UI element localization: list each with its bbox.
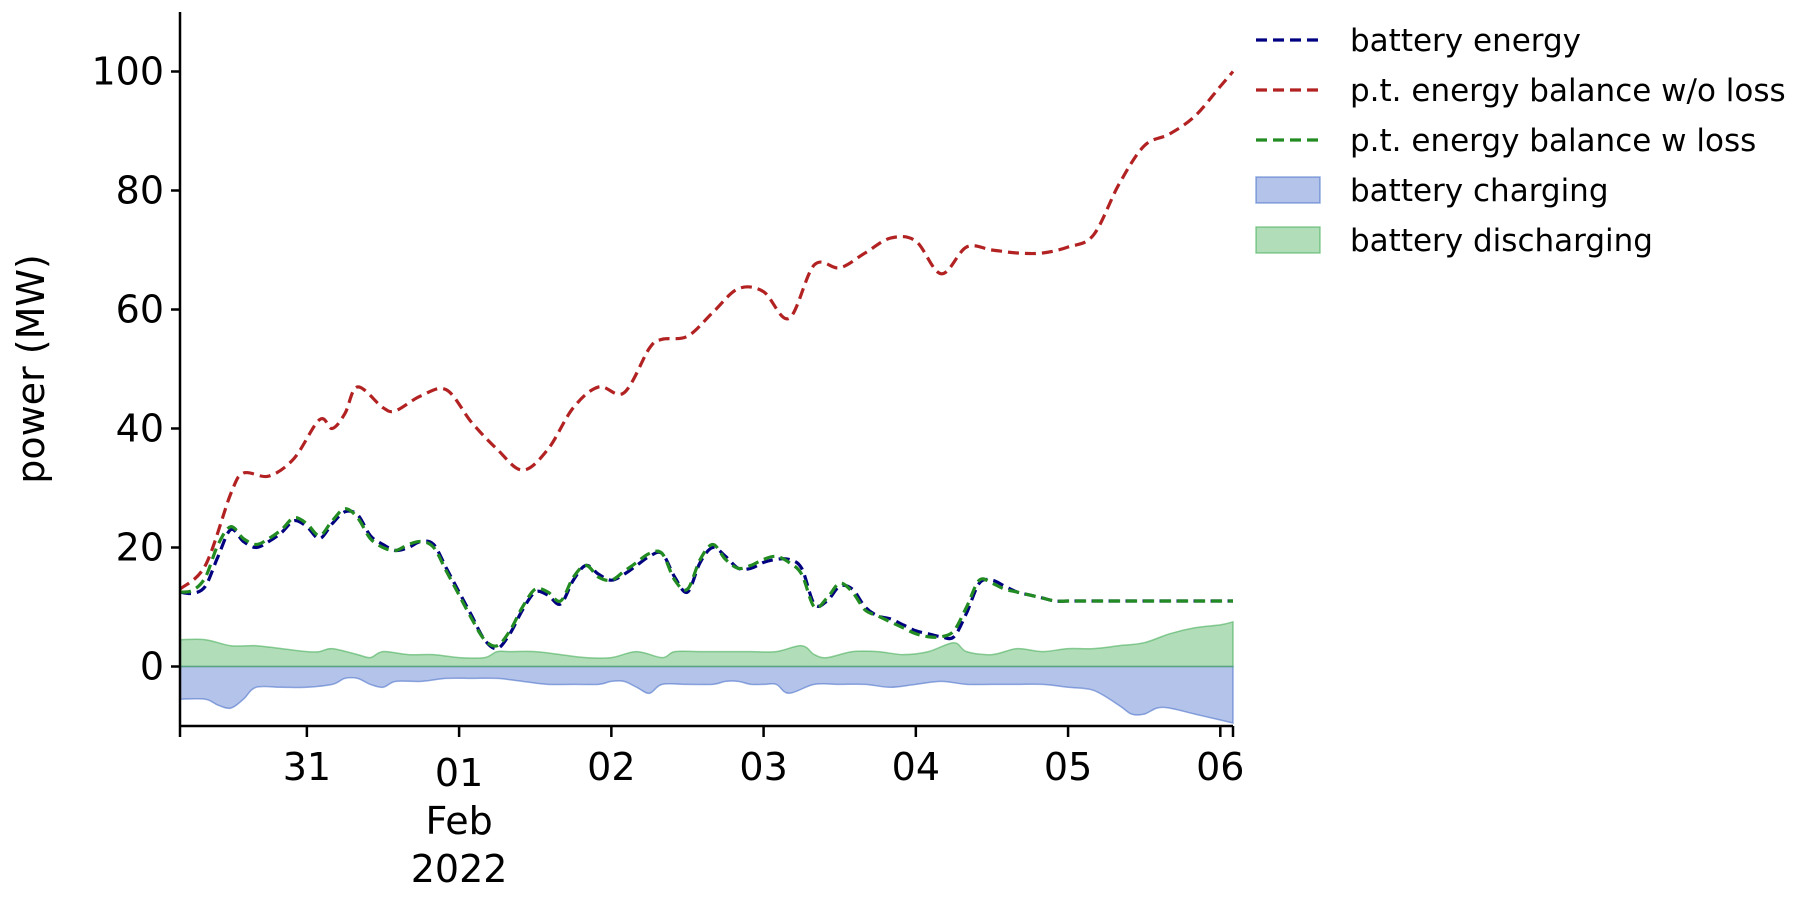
y-tick-label: 80: [116, 169, 164, 213]
x-tick-label: 03: [739, 745, 787, 789]
x-tick-label: 04: [892, 745, 940, 789]
x-tick-label: 02: [587, 745, 635, 789]
legend-label: p.t. energy balance w loss: [1350, 123, 1756, 159]
series-p-t-energy-balance-w-loss: [179, 507, 1233, 648]
legend-label: battery charging: [1350, 173, 1609, 209]
series-p-t-energy-balance-w-o-loss: [178, 70, 1235, 591]
y-tick-label: 60: [116, 288, 164, 332]
legend-label: p.t. energy balance w/o loss: [1350, 73, 1786, 109]
legend-swatch: [1255, 226, 1321, 254]
y-ticks: 0 20 40 60 80 100: [91, 50, 180, 689]
x-tick-label: 31: [283, 745, 331, 789]
x-tick-label: 01: [435, 751, 483, 795]
y-tick-label: 40: [116, 407, 164, 451]
legend-item-battery-discharging: battery discharging: [1255, 223, 1653, 259]
x-tick-sublabel-year: 2022: [411, 847, 508, 891]
areas-layer: [179, 620, 1234, 724]
area-battery-discharging: [179, 620, 1234, 668]
legend-item-p-t-energy-balance-w-o-loss: p.t. energy balance w/o loss: [1256, 73, 1786, 109]
y-tick-label: 20: [116, 526, 164, 570]
axes-layer: [178, 12, 1233, 728]
legend-swatch: [1255, 176, 1321, 204]
x-tick-label: 06: [1196, 745, 1244, 789]
series-battery-energy: [179, 509, 1233, 651]
x-tick-label: 05: [1044, 745, 1092, 789]
y-axis-title: power (MW): [9, 254, 53, 484]
x-tick-sublabel-month: Feb: [425, 799, 492, 843]
legend-label: battery energy: [1350, 23, 1581, 59]
lines-layer: [178, 70, 1235, 651]
y-tick-label: 100: [91, 50, 164, 94]
legend-item-battery-charging: battery charging: [1255, 173, 1609, 209]
legend: battery energy p.t. energy balance w/o lo…: [1255, 23, 1786, 259]
legend-item-battery-energy: battery energy: [1256, 23, 1581, 59]
y-tick-label: 0: [140, 645, 164, 689]
legend-label: battery discharging: [1350, 223, 1653, 259]
area-battery-charging: [179, 665, 1234, 724]
legend-item-p-t-energy-balance-w-loss: p.t. energy balance w loss: [1256, 123, 1756, 159]
